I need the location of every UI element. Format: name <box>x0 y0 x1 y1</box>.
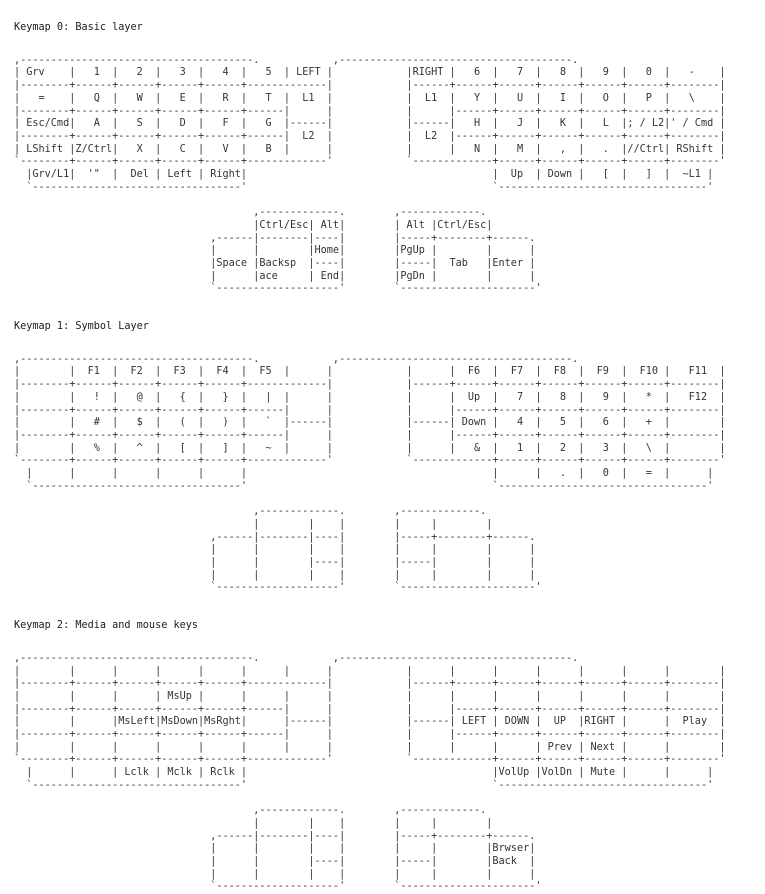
keymap-1-thumb-cluster: ,-------------. ,-------------. | | | | … <box>210 506 542 594</box>
keymap-section-1: Keymap 1: Symbol Layer ,----------------… <box>0 321 765 595</box>
keymap-1-title: Keymap 1: Symbol Layer <box>14 321 149 333</box>
keymap-1-main-grid: ,--------------------------------------.… <box>14 353 726 492</box>
keymap-2-title: Keymap 2: Media and mouse keys <box>14 620 199 632</box>
title-spacer-1 <box>14 334 765 354</box>
keymap-0-title: Keymap 0: Basic layer <box>14 22 143 33</box>
keymap-section-0: Keymap 0: Basic layer ,-----------------… <box>0 0 765 296</box>
keymap-0-thumb-cluster: ,-------------. ,-------------. |Ctrl/Es… <box>210 207 542 295</box>
gap-0 <box>14 194 765 207</box>
title-spacer-0 <box>14 35 765 55</box>
section-gap-2 <box>0 595 765 620</box>
gap-2 <box>14 793 765 806</box>
keymap-section-2: Keymap 2: Media and mouse keys ,--------… <box>0 620 765 894</box>
section-gap-1 <box>0 296 765 321</box>
keymap-2-main-grid: ,--------------------------------------.… <box>14 652 726 791</box>
keymap-0-main-grid: ,--------------------------------------.… <box>14 54 726 193</box>
keymap-2-thumb-cluster: ,-------------. ,-------------. | | | | … <box>210 805 542 893</box>
title-spacer-2 <box>14 633 765 653</box>
gap-1 <box>14 493 765 506</box>
